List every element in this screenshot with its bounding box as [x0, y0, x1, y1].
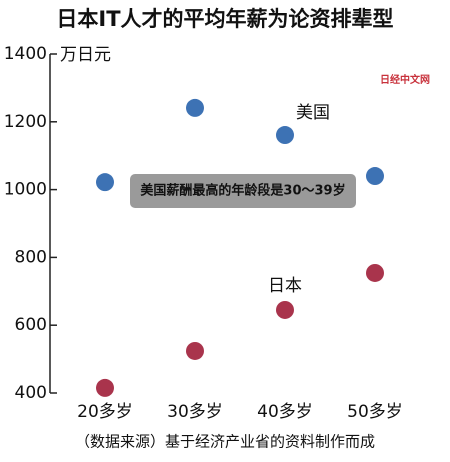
series-label: 日本 — [268, 276, 302, 296]
x-tick-label: 20多岁 — [77, 402, 133, 422]
y-tick-label: 1000 — [4, 180, 47, 200]
point — [366, 263, 384, 282]
y-tick-label: 800 — [15, 247, 47, 267]
x-tick-label: 40多岁 — [257, 402, 313, 422]
chart-title: 日本IT人才的平均年薪为论资排辈型 — [56, 7, 393, 31]
point — [366, 167, 384, 186]
y-axis-label: 万日元 — [60, 45, 111, 65]
point — [186, 98, 204, 117]
annotation: 美国薪酬最高的年龄段是30～39岁 — [140, 183, 345, 199]
annotation-box — [130, 174, 356, 208]
x-tick-label: 30多岁 — [167, 402, 223, 422]
y-tick-label: 600 — [15, 315, 47, 335]
point — [276, 300, 294, 319]
source: （数据来源）基于经济产业省的资料制作而成 — [75, 433, 375, 451]
x-tick-label: 50多岁 — [347, 402, 403, 422]
y-tick-label: 1400 — [4, 44, 47, 64]
point — [96, 173, 114, 192]
y-tick-label: 400 — [15, 383, 47, 403]
watermark: 日经中文网 — [380, 73, 430, 86]
y-tick-label: 1200 — [4, 112, 47, 132]
series-label: 美国 — [296, 103, 330, 123]
point — [186, 341, 204, 360]
point — [96, 378, 114, 397]
point — [276, 126, 294, 145]
